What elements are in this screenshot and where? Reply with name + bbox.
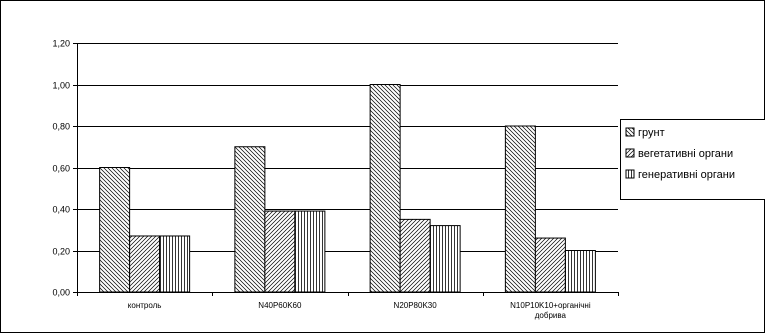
y-tick-label: 0,80: [52, 122, 70, 132]
y-tick-label: 0,20: [52, 247, 70, 257]
bar: [504, 125, 536, 293]
bar: [129, 235, 161, 293]
x-tick-label: N20P80K30: [394, 301, 438, 310]
x-tick-label: контроль: [128, 301, 162, 310]
bar: [264, 210, 296, 293]
legend-box: [620, 119, 765, 200]
y-tick-label: 1,00: [52, 81, 70, 91]
bars: [99, 84, 596, 293]
legend-label: вегетативні органи: [638, 148, 733, 160]
bar: [534, 237, 566, 293]
x-tick-label: N10P10K10+органічні: [510, 301, 591, 310]
y-tick-label: 0,60: [52, 164, 70, 174]
legend-swatch: [625, 148, 635, 158]
bar: [399, 218, 431, 293]
bar: [429, 225, 461, 293]
legend-label: генеративні органи: [638, 169, 735, 181]
legend-label: грунт: [638, 127, 665, 139]
bar: [294, 210, 326, 293]
axes: 0,00 0,20 0,40 0,60 0,80 1,00 1,20 контроль N40P…: [52, 39, 619, 320]
legend-swatch: [625, 127, 635, 137]
bar: [564, 250, 596, 293]
y-tick-label: 0,40: [52, 205, 70, 215]
x-tick-label: N40P60K60: [258, 301, 302, 310]
bar: [369, 84, 401, 293]
bar: [99, 167, 131, 293]
bar: [234, 146, 266, 293]
x-tick-label: добрива: [535, 311, 567, 320]
legend-swatch: [625, 169, 635, 179]
y-tick-label: 1,20: [52, 39, 70, 49]
bar: [159, 235, 191, 293]
y-tick-label: 0,00: [52, 288, 70, 298]
legend: грунт вегетативні органи генеративні орган…: [620, 119, 765, 200]
